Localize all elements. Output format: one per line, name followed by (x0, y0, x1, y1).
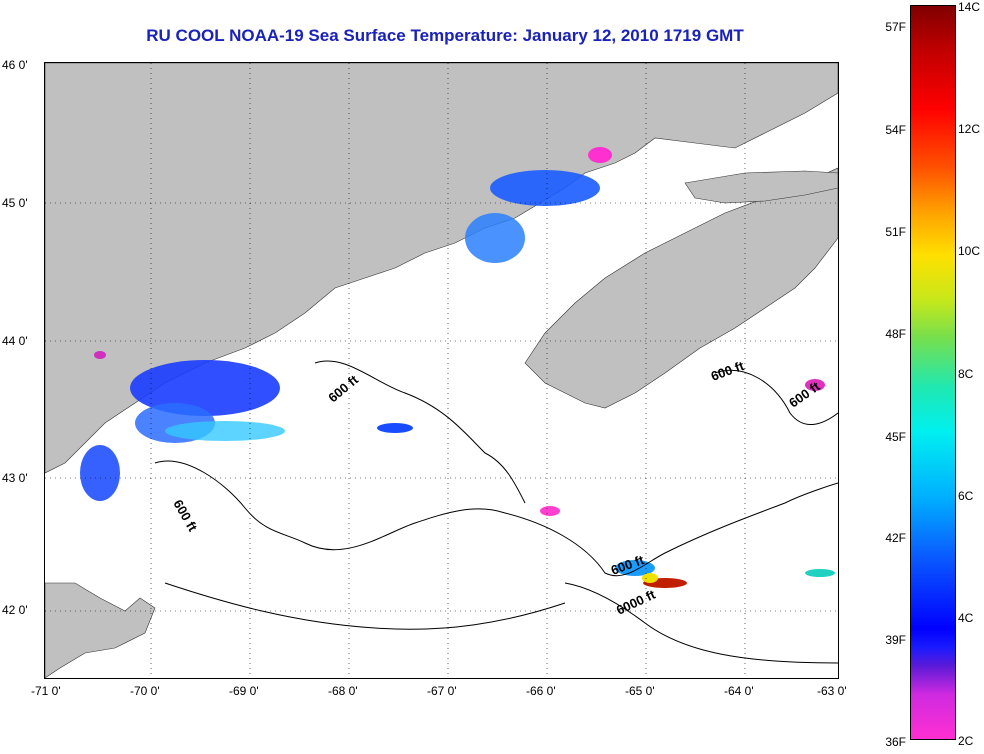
land-pei (684, 170, 838, 204)
contour-label-1: 600 ft (325, 372, 361, 406)
contour-600ft-b (314, 360, 526, 504)
contour-label-3: 600 ft (709, 358, 747, 384)
x-tick-label: -71 0' (31, 684, 61, 698)
contour-label-6: 6000 ft (614, 586, 658, 617)
colorbar-c-label: 8C (958, 367, 974, 381)
y-tick-label: 45 0' (2, 196, 28, 210)
colorbar-f-label: 39F (885, 633, 906, 647)
x-tick-label: -70 0' (130, 684, 160, 698)
x-tick-label: -67 0' (427, 684, 457, 698)
colorbar-f-label: 48F (885, 327, 906, 341)
x-tick-label: -63 0' (817, 684, 847, 698)
sst-map: 600 ft 600 ft 600 ft 600 ft 600 ft 6000 … (44, 62, 839, 679)
map-canvas: 600 ft 600 ft 600 ft 600 ft 600 ft 6000 … (45, 63, 838, 678)
chart-title: RU COOL NOAA-19 Sea Surface Temperature:… (146, 26, 744, 45)
y-tick-label: 44 0' (2, 334, 28, 348)
colorbar-c-label: 10C (958, 244, 981, 258)
land-nova-scotia (524, 167, 838, 409)
contour-600ft (154, 460, 838, 577)
x-tick-label: -69 0' (229, 684, 259, 698)
x-tick-label: -68 0' (328, 684, 358, 698)
contour-6000ft (564, 582, 838, 664)
y-tick-label: 43 0' (2, 471, 28, 485)
colorbar-c-label: 6C (958, 489, 974, 503)
x-tick-label: -64 0' (724, 684, 754, 698)
sst-overlay (80, 147, 835, 588)
colorbar-c-label: 4C (958, 611, 974, 625)
colorbar-f-label: 54F (885, 123, 906, 137)
colorbar-f-label: 42F (885, 531, 906, 545)
colorbar-c-label: 14C (958, 0, 981, 14)
y-tick-label: 42 0' (2, 603, 28, 617)
contour-6000ft-b (164, 582, 566, 630)
graticule (45, 63, 838, 678)
colorbar-c-label: 12C (958, 122, 981, 136)
colorbar-f-label: 57F (885, 20, 906, 34)
colorbar-f-label: 36F (885, 735, 906, 749)
x-tick-label: -66 0' (526, 684, 556, 698)
x-tick-label: -65 0' (625, 684, 655, 698)
land-maine-new-brunswick (45, 63, 838, 474)
land-cape-cod (45, 582, 156, 678)
bay-of-fundy (520, 193, 685, 328)
colorbar-c-label: 2C (958, 734, 974, 748)
contour-ne (714, 369, 838, 425)
contour-label-2: 600 ft (170, 497, 200, 534)
y-tick-label: 46 0' (2, 58, 28, 72)
temperature-colorbar (910, 5, 956, 740)
colorbar-f-label: 45F (885, 430, 906, 444)
colorbar-f-label: 51F (885, 225, 906, 239)
